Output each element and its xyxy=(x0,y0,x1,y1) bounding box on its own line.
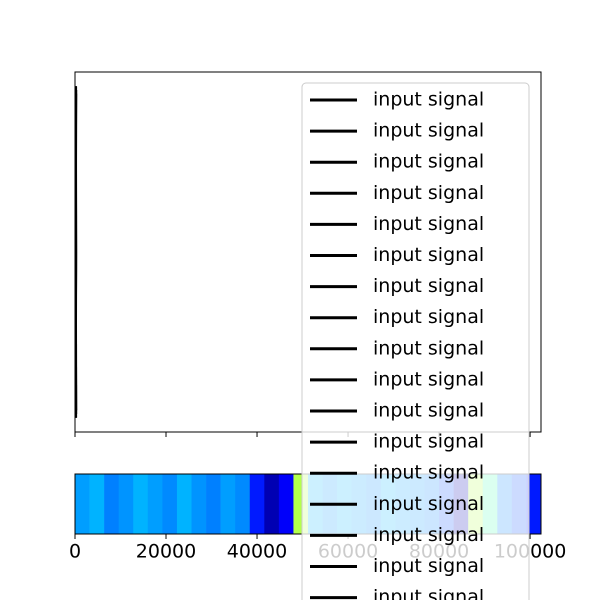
heat-cell xyxy=(220,474,236,534)
heat-cell xyxy=(278,474,294,534)
heat-cell xyxy=(176,474,192,534)
heat-cell xyxy=(206,474,221,534)
legend-label: input signal xyxy=(373,120,484,142)
legend-label: input signal xyxy=(373,151,484,173)
heat-cell xyxy=(264,474,280,534)
legend-label: input signal xyxy=(373,586,484,600)
legend-label: input signal xyxy=(373,431,484,453)
legend-label: input signal xyxy=(373,400,484,422)
heat-cell xyxy=(118,474,134,534)
legend-label: input signal xyxy=(373,275,484,297)
legend-label: input signal xyxy=(373,306,484,328)
heat-cell xyxy=(235,474,251,534)
legend-frame xyxy=(301,82,530,600)
legend-label: input signal xyxy=(373,524,484,546)
legend-label: input signal xyxy=(373,182,484,204)
legend: input signal input signal input signal inpu… xyxy=(301,82,530,600)
legend-label: input signal xyxy=(373,368,484,390)
x-tick-label: 20000 xyxy=(136,541,196,563)
heat-cell xyxy=(89,474,105,534)
legend-label: input signal xyxy=(373,337,484,359)
legend-label: input signal xyxy=(373,462,484,484)
heat-cell xyxy=(162,474,178,534)
heat-cell xyxy=(75,474,90,534)
x-tick-label: 0 xyxy=(69,541,81,563)
legend-label: input signal xyxy=(373,493,484,515)
heat-cell xyxy=(526,474,542,534)
x-tick-label: 40000 xyxy=(227,541,287,563)
heat-cell xyxy=(133,474,149,534)
heat-cell xyxy=(104,474,119,534)
heat-cell xyxy=(249,474,265,534)
legend-label: input signal xyxy=(373,213,484,235)
legend-label: input signal xyxy=(373,89,484,111)
legend-label: input signal xyxy=(373,555,484,577)
legend-label: input signal xyxy=(373,244,484,266)
heat-cell xyxy=(147,474,163,534)
heat-cell xyxy=(191,474,207,534)
